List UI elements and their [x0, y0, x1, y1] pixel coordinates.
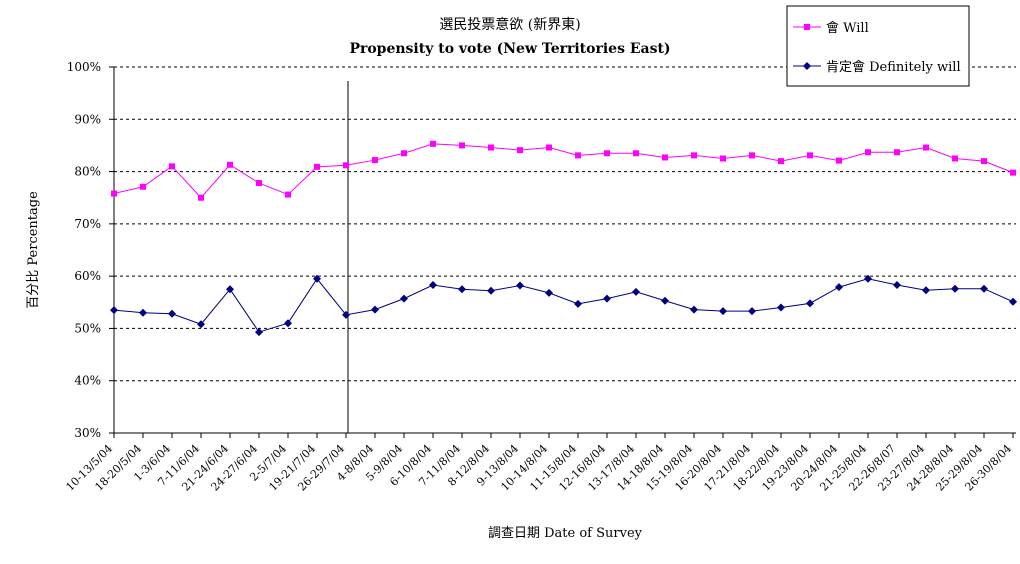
- data-point: [719, 307, 727, 316]
- data-point: [894, 149, 900, 156]
- data-point: [923, 144, 929, 151]
- axes: [109, 66, 1016, 438]
- data-point: [343, 162, 349, 169]
- data-point: [749, 152, 755, 159]
- data-point: [893, 281, 901, 290]
- data-point: [546, 144, 552, 151]
- legend: 會 Will 肯定會 Definitely will: [786, 5, 970, 87]
- data-point: [633, 150, 639, 157]
- data-point: [227, 161, 233, 168]
- y-tick-label: 90%: [74, 112, 101, 126]
- data-point: [517, 147, 523, 154]
- data-point: [139, 308, 147, 317]
- data-point: [1010, 169, 1016, 176]
- data-point: [111, 190, 117, 197]
- data-point: [981, 158, 987, 165]
- data-point: [748, 307, 756, 316]
- data-point: [806, 299, 814, 308]
- y-tick-label: 60%: [74, 269, 101, 283]
- data-point: [400, 294, 408, 303]
- data-point: [778, 158, 784, 165]
- data-point: [226, 285, 234, 294]
- x-axis-label: 調查日期 Date of Survey: [488, 526, 643, 541]
- data-point: [197, 320, 205, 329]
- data-point: [284, 319, 292, 328]
- y-tick-label: 100%: [67, 60, 101, 74]
- data-point: [777, 303, 785, 312]
- data-point: [401, 150, 407, 157]
- data-point: [169, 163, 175, 170]
- y-tick-label: 70%: [74, 217, 101, 231]
- data-point: [140, 183, 146, 190]
- y-axis-label: 百分比 Percentage: [26, 191, 41, 309]
- data-point: [980, 284, 988, 293]
- data-point: [487, 286, 495, 295]
- data-point: [458, 285, 466, 294]
- chart-title: 選民投票意欲 (新界東): [439, 16, 580, 33]
- data-point: [1009, 297, 1017, 306]
- data-point: [604, 150, 610, 157]
- data-point: [952, 155, 958, 162]
- data-point: [314, 163, 320, 170]
- data-point: [922, 286, 930, 295]
- data-point: [372, 157, 378, 164]
- legend-label: 會 Will: [826, 21, 869, 36]
- data-point: [516, 281, 524, 290]
- y-tick-label: 40%: [74, 374, 101, 388]
- legend-box: [786, 5, 970, 87]
- data-point: [951, 284, 959, 293]
- series: [110, 140, 1017, 337]
- data-point: [836, 157, 842, 164]
- data-point: [603, 294, 611, 303]
- legend-marker: [803, 62, 811, 70]
- data-point: [807, 152, 813, 159]
- data-point: [720, 155, 726, 162]
- y-tick-label: 30%: [74, 426, 101, 440]
- data-point: [313, 274, 321, 283]
- data-point: [545, 288, 553, 297]
- series-line: [113, 277, 1014, 333]
- data-point: [256, 180, 262, 187]
- data-point: [168, 309, 176, 318]
- data-point: [371, 305, 379, 314]
- legend-marker: [804, 24, 810, 30]
- y-tick-labels: 30% 40% 50% 60% 70% 80% 90% 100%: [67, 60, 101, 440]
- y-tick-label: 80%: [74, 165, 101, 179]
- data-point: [285, 191, 291, 198]
- data-point: [198, 194, 204, 201]
- data-point: [575, 152, 581, 159]
- data-point: [488, 144, 494, 151]
- data-point: [864, 274, 872, 283]
- data-point: [865, 149, 871, 156]
- legend-label: 肯定會 Definitely will: [826, 60, 961, 75]
- data-point: [835, 283, 843, 292]
- data-point: [691, 152, 697, 159]
- data-point: [661, 296, 669, 305]
- data-point: [690, 305, 698, 314]
- data-point: [662, 154, 668, 161]
- data-point: [255, 328, 263, 337]
- grid: [114, 66, 1016, 382]
- data-point: [574, 299, 582, 308]
- data-point: [429, 281, 437, 290]
- data-point: [342, 310, 350, 319]
- x-tick-labels: 10-13/5/0418-20/5/041-3/6/047-11/6/0421-…: [63, 442, 1014, 494]
- series-line: [113, 143, 1014, 199]
- chart-subtitle: Propensity to vote (New Territories East…: [349, 41, 670, 57]
- data-point: [632, 287, 640, 296]
- y-tick-label: 50%: [74, 321, 101, 335]
- data-point: [430, 140, 436, 147]
- data-point: [459, 142, 465, 149]
- data-point: [110, 306, 118, 315]
